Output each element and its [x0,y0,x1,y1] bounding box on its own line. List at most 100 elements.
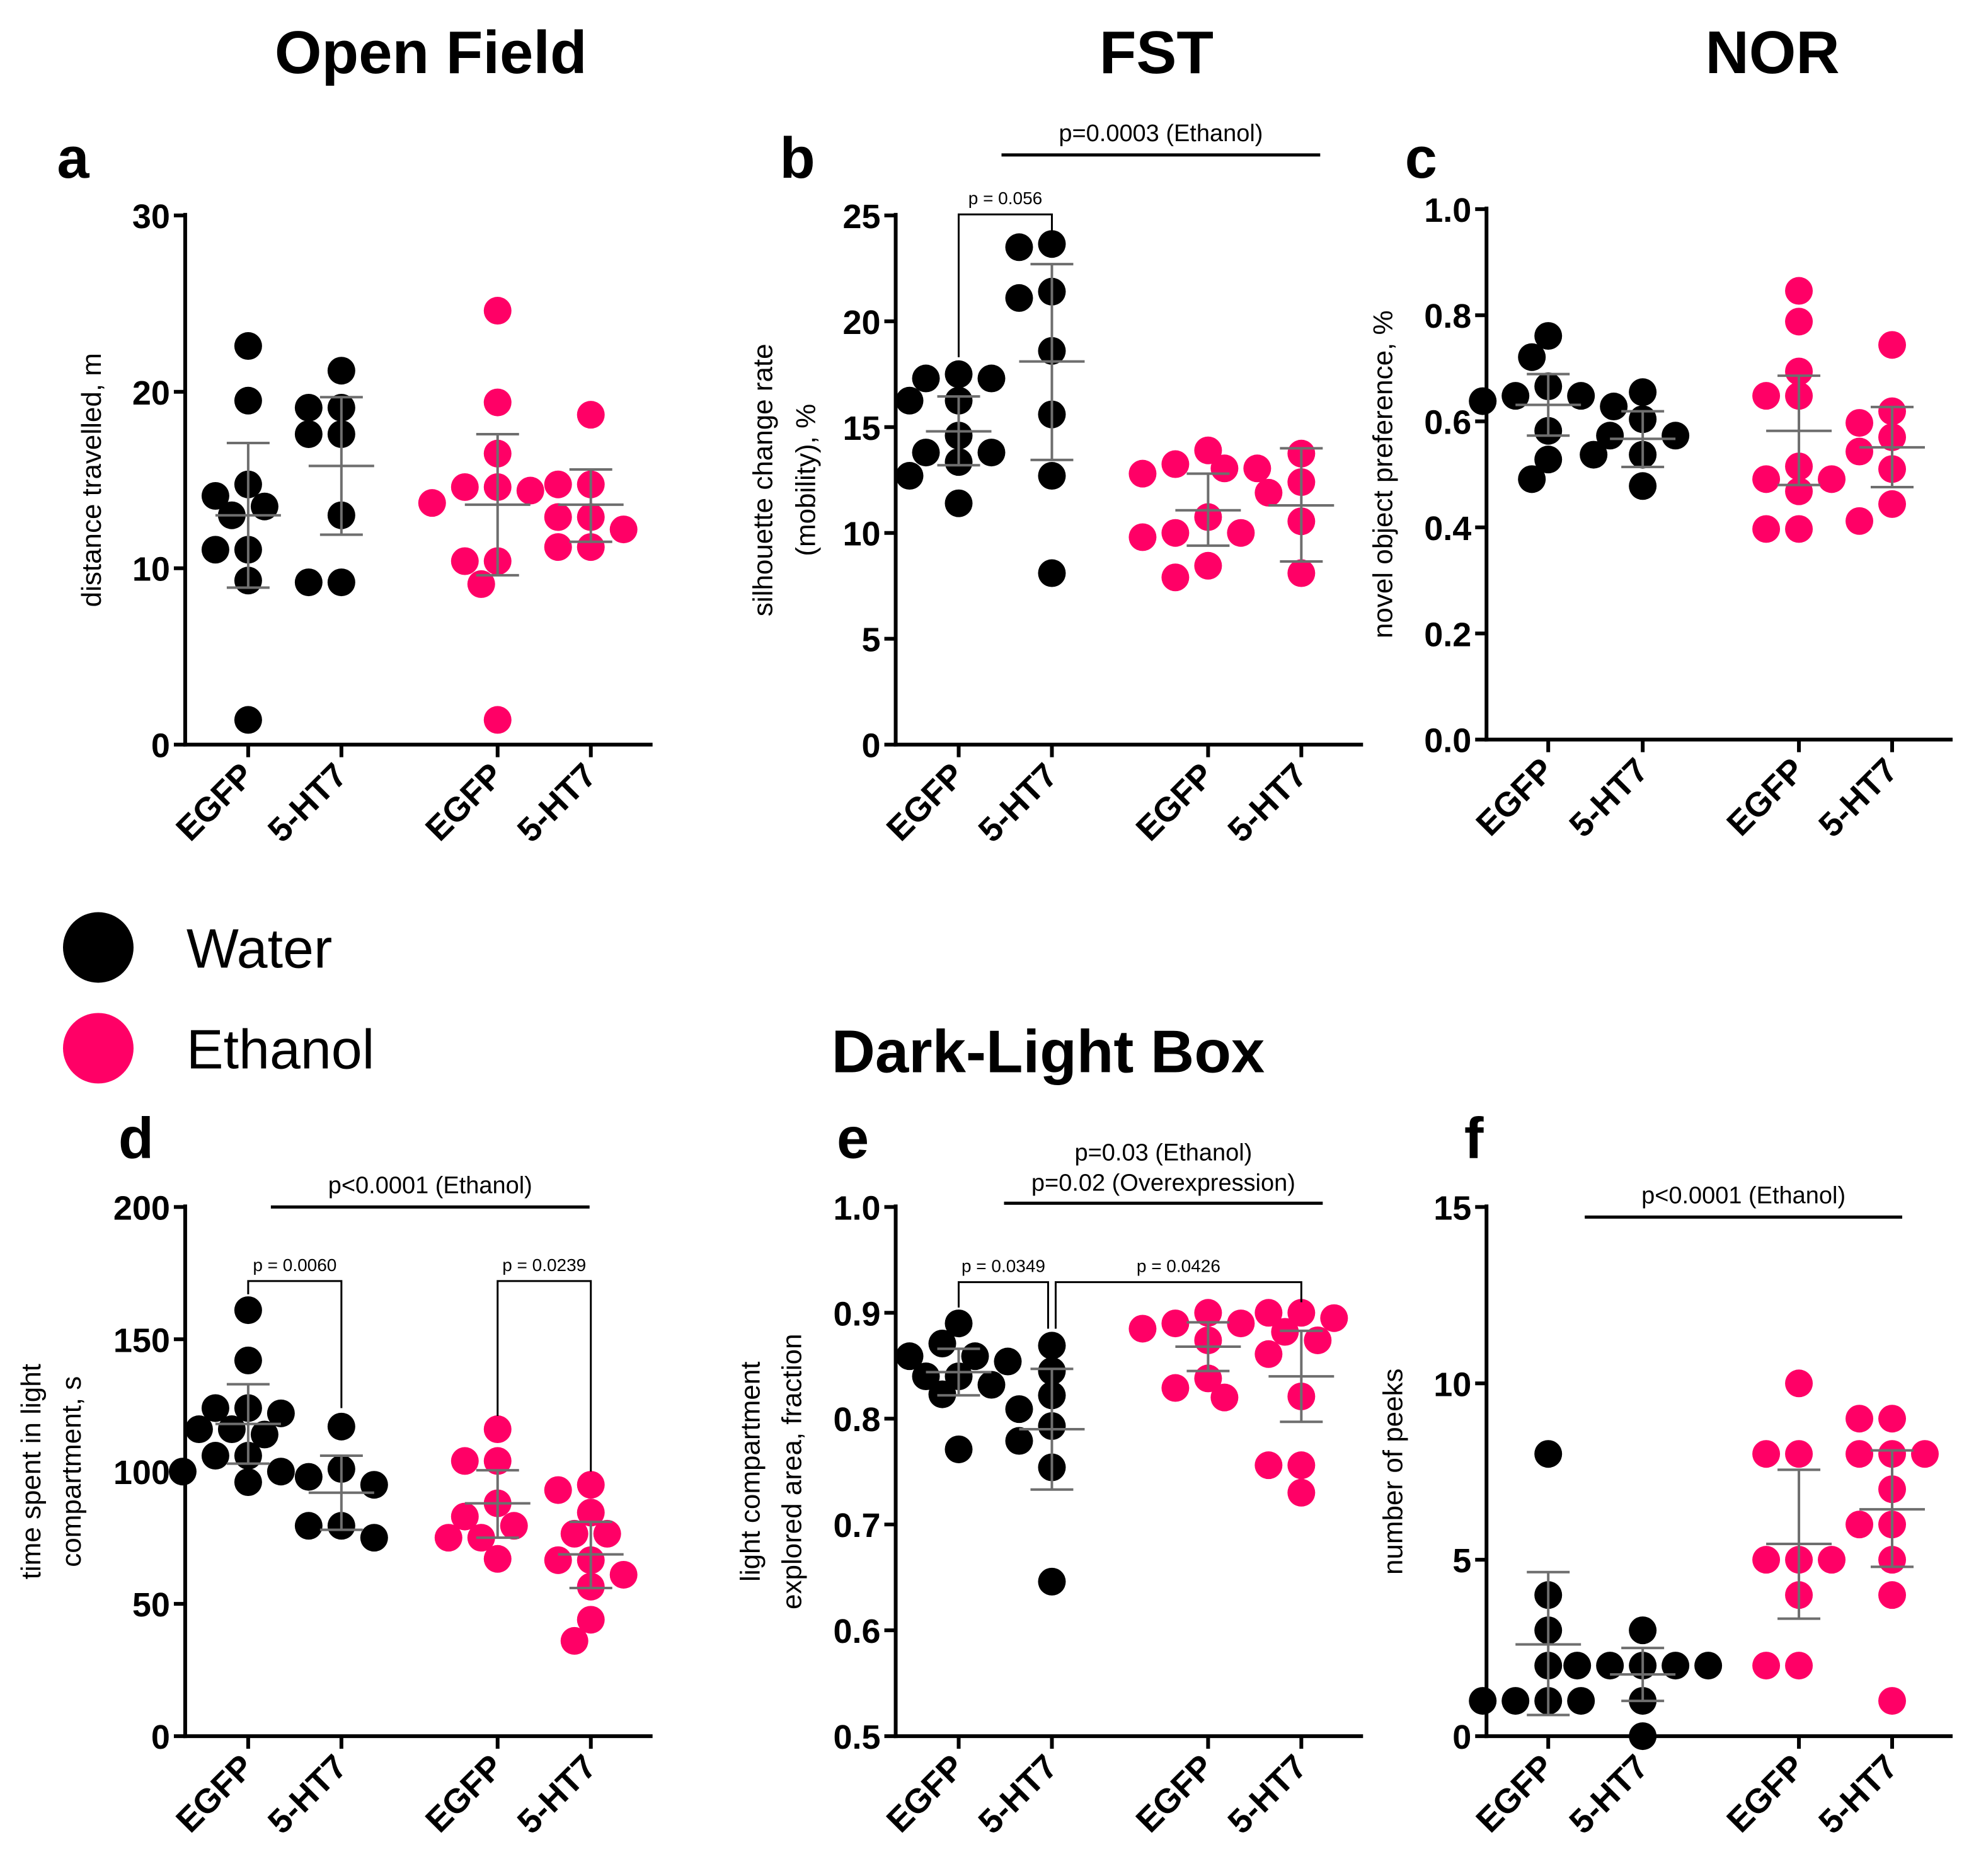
data-point-ethanol [1254,1299,1283,1327]
y-tick-label: 0.0 [1424,722,1471,760]
data-point-ethanol [1878,1405,1907,1433]
data-point-ethanol [1128,1315,1157,1343]
significance-label: p=0.03 (Ethanol) [1074,1139,1252,1166]
data-point-water [1518,343,1546,371]
data-point-ethanol [1128,523,1157,551]
data-point-water [327,357,355,385]
y-axis-label: explored area, fraction [777,1333,808,1609]
data-point-water [1534,446,1563,474]
data-point-ethanol [1227,519,1255,547]
data-point-water [912,364,940,393]
data-point-ethanol [1287,1451,1316,1480]
panel-letter: f [1464,1106,1484,1170]
comparison-label: p = 0.0349 [962,1257,1045,1276]
y-tick-label: 15 [843,410,881,447]
comparison-bracket [1054,1281,1302,1329]
data-point-ethanol [1161,450,1190,478]
data-point-ethanol [1846,409,1874,437]
data-point-ethanol [1194,1299,1222,1327]
panel-letter: b [780,126,815,190]
comparison-label: p = 0.0060 [253,1255,336,1275]
legend-water-marker [62,912,134,983]
data-point-water [977,364,1006,393]
data-point-water [168,1458,197,1486]
data-point-water [294,393,323,422]
y-axis-label: number of peeks [1377,1368,1408,1575]
data-point-water [327,1412,355,1441]
data-point-ethanol [1254,478,1283,507]
data-point-ethanol [544,470,572,498]
data-point-water [1534,322,1563,350]
y-axis-label: light compartment [735,1361,766,1581]
data-point-ethanol [609,515,638,544]
x-tick-label: EGFP [418,756,510,848]
data-point-ethanol [544,533,572,561]
title-dark-light-box: Dark-Light Box [832,1018,1265,1085]
data-point-water [1567,1687,1595,1715]
y-tick-label: 0.8 [834,1401,881,1439]
data-point-water [1518,465,1546,493]
data-point-water [234,706,262,734]
data-point-water [1038,230,1066,258]
x-tick-label: 5-HT7 [1562,751,1655,844]
data-point-water [977,1371,1006,1399]
data-point-ethanol [483,1545,512,1573]
x-tick-label: EGFP [169,756,261,848]
data-point-ethanol [1243,454,1272,483]
data-point-ethanol [609,1560,638,1589]
y-tick-label: 0.8 [1424,297,1471,335]
data-point-water [1694,1652,1723,1680]
data-point-water [1596,1652,1624,1680]
data-point-water [1005,1395,1033,1424]
data-point-ethanol [434,1524,462,1552]
panel-letter: c [1405,126,1437,190]
data-point-ethanol [560,1626,588,1655]
data-point-water [1600,393,1628,420]
y-tick-label: 0.9 [834,1295,881,1333]
data-point-ethanol [1878,1581,1907,1609]
legend-water-label: Water [187,917,332,979]
x-tick-label: 5-HT7 [1811,751,1905,844]
x-tick-label: EGFP [1129,1747,1221,1839]
data-point-water [360,1524,388,1552]
x-tick-label: EGFP [418,1747,510,1839]
data-point-water [977,439,1006,467]
data-point-ethanol [1161,563,1190,592]
data-point-water [1534,1440,1563,1468]
title-nor: NOR [1705,19,1839,86]
data-point-water [1005,233,1033,262]
panel-letter: d [118,1106,154,1170]
data-point-water [201,481,229,510]
data-point-ethanol [1752,515,1781,543]
data-point-ethanol [1287,1299,1316,1327]
data-point-ethanol [418,489,446,517]
x-tick-label: EGFP [1469,751,1561,843]
data-point-water [234,332,262,360]
data-point-ethanol [1304,1326,1332,1354]
data-point-ethanol [560,1519,588,1548]
y-tick-label: 20 [843,304,881,342]
data-point-ethanol [1818,465,1846,493]
data-point-ethanol [1161,519,1190,547]
y-tick-label: 0.2 [1424,616,1471,653]
data-point-water [1005,1427,1033,1455]
data-point-water [1662,1652,1690,1680]
data-point-water [944,489,973,517]
data-point-water [912,439,940,467]
data-point-water [1469,387,1497,415]
data-point-ethanol [483,388,512,417]
data-point-water [944,1309,973,1338]
data-point-water [1629,378,1657,406]
y-tick-label: 150 [113,1321,170,1359]
panel-letter: e [837,1106,869,1170]
y-tick-label: 0.6 [834,1613,881,1650]
data-point-ethanol [1846,437,1874,466]
y-tick-label: 15 [1433,1189,1471,1227]
panel-b: b 0 5 10 15 20 25 silhouette change rate (mobili… [748,120,1363,849]
x-tick-label: 5-HT7 [971,1747,1064,1841]
data-point-ethanol [1785,515,1813,543]
y-tick-label: 0 [862,727,881,765]
data-point-water [944,1435,973,1463]
data-point-water [895,1342,924,1371]
